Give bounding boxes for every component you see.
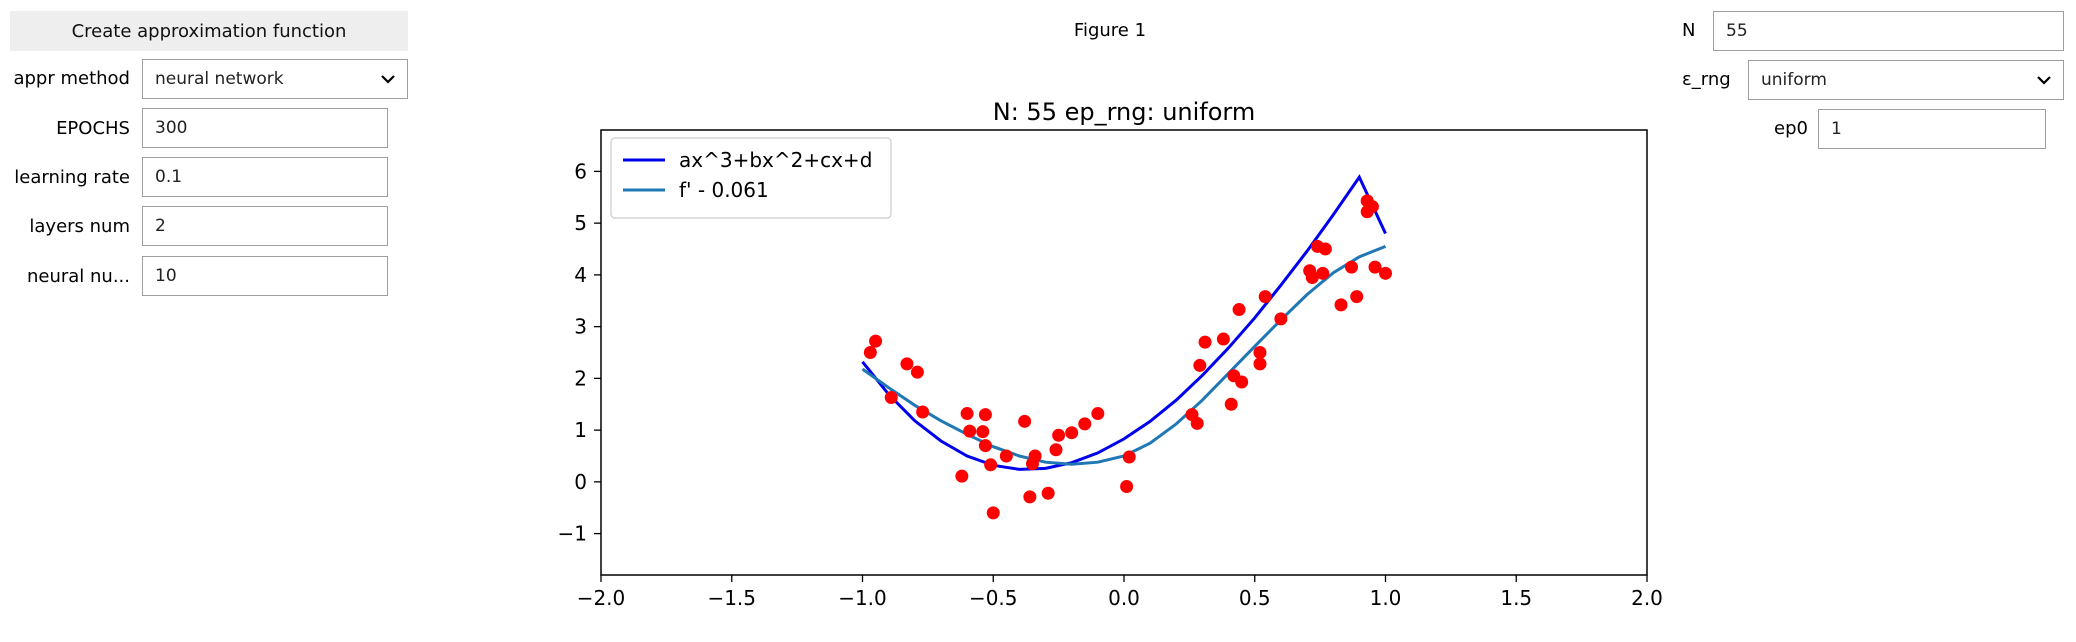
appr-method-label: appr method — [13, 68, 130, 89]
data-point — [978, 408, 992, 422]
legend-label: ax^3+bx^2+cx+d — [679, 148, 872, 172]
x-tick-label: 0.5 — [1239, 586, 1271, 610]
y-tick-label: 3 — [574, 315, 587, 339]
learning-rate-label: learning rate — [14, 167, 130, 188]
series-line — [861, 174, 1387, 471]
data-point — [1041, 486, 1055, 500]
data-point — [1379, 266, 1392, 280]
x-tick-label: −0.5 — [969, 586, 1018, 610]
y-tick-label: 5 — [574, 211, 587, 235]
x-tick-label: 1.0 — [1370, 586, 1402, 610]
y-tick-label: 4 — [574, 263, 587, 287]
data-point — [1350, 290, 1364, 304]
learning-rate-input[interactable]: 0.1 — [142, 157, 388, 197]
layers-num-label: layers num — [29, 216, 130, 237]
data-point — [1190, 416, 1204, 430]
data-point — [1120, 480, 1134, 494]
data-point — [963, 424, 977, 438]
x-tick-label: −1.5 — [707, 586, 756, 610]
data-point — [863, 346, 877, 359]
data-point — [1052, 428, 1066, 442]
n-label: N — [1682, 20, 1696, 41]
chevron-down-icon — [381, 75, 395, 84]
figure-label: Figure 1 — [1073, 20, 1147, 41]
data-point — [1253, 357, 1267, 371]
data-point — [1018, 414, 1032, 428]
chevron-down-icon — [2037, 76, 2051, 85]
data-point — [884, 391, 898, 405]
data-point — [916, 405, 930, 419]
data-point — [1028, 449, 1042, 463]
data-point — [1049, 443, 1063, 457]
y-tick-label: 2 — [574, 366, 587, 390]
layers-num-input[interactable]: 2 — [142, 206, 388, 246]
data-point — [1368, 260, 1382, 274]
data-point — [986, 506, 1000, 520]
data-point — [1193, 358, 1207, 372]
eps-rng-select[interactable]: uniform — [1748, 60, 2064, 100]
n-input[interactable]: 55 — [1713, 11, 2064, 51]
y-tick-label: 6 — [574, 159, 587, 183]
neural-num-label: neural nu... — [26, 266, 130, 287]
data-point — [999, 449, 1013, 463]
data-point — [869, 334, 883, 348]
data-point — [960, 407, 974, 421]
data-point — [1091, 407, 1105, 421]
data-point — [984, 458, 998, 472]
data-point — [900, 357, 914, 371]
data-point — [1365, 200, 1379, 214]
appr-method-select[interactable]: neural network — [142, 59, 408, 99]
data-point — [1274, 312, 1288, 326]
x-tick-label: 1.5 — [1500, 586, 1532, 610]
data-point — [1216, 332, 1230, 346]
data-point — [1198, 335, 1212, 349]
create-approximation-button[interactable]: Create approximation function — [10, 11, 408, 51]
data-point — [1316, 266, 1330, 280]
data-point — [1224, 397, 1238, 411]
x-tick-label: 2.0 — [1631, 586, 1663, 610]
appr-method-value: neural network — [155, 69, 284, 89]
data-point — [978, 439, 992, 453]
ep0-input[interactable]: 1 — [1818, 109, 2046, 149]
y-tick-label: 0 — [574, 470, 587, 494]
y-tick-label: −1 — [558, 522, 587, 546]
epochs-input[interactable]: 300 — [142, 108, 388, 148]
data-point — [1235, 375, 1249, 389]
x-tick-label: 0.0 — [1108, 586, 1140, 610]
ep0-label: ep0 — [1774, 118, 1808, 139]
eps-rng-value: uniform — [1761, 70, 1827, 90]
eps-rng-label: ε_rng — [1682, 69, 1731, 90]
data-point — [910, 365, 924, 379]
x-tick-label: −2.0 — [577, 586, 626, 610]
data-point — [1345, 260, 1359, 274]
data-point — [976, 425, 990, 439]
legend-label: f' - 0.061 — [679, 178, 769, 202]
data-point — [1065, 426, 1079, 440]
data-point — [1258, 290, 1272, 304]
data-point — [1334, 298, 1348, 312]
data-point — [1023, 490, 1037, 504]
data-point — [1305, 270, 1319, 284]
data-point — [1232, 303, 1246, 317]
neural-num-input[interactable]: 10 — [142, 256, 388, 296]
data-point — [1122, 450, 1136, 464]
data-point — [1078, 417, 1092, 431]
epochs-label: EPOCHS — [56, 118, 130, 139]
chart-title: N: 55 ep_rng: uniform — [993, 98, 1256, 126]
legend-box — [610, 137, 892, 219]
data-point — [1318, 242, 1332, 256]
data-point — [955, 469, 969, 483]
x-tick-label: −1.0 — [838, 586, 887, 610]
data-point — [1253, 346, 1267, 359]
y-tick-label: 1 — [574, 418, 587, 442]
